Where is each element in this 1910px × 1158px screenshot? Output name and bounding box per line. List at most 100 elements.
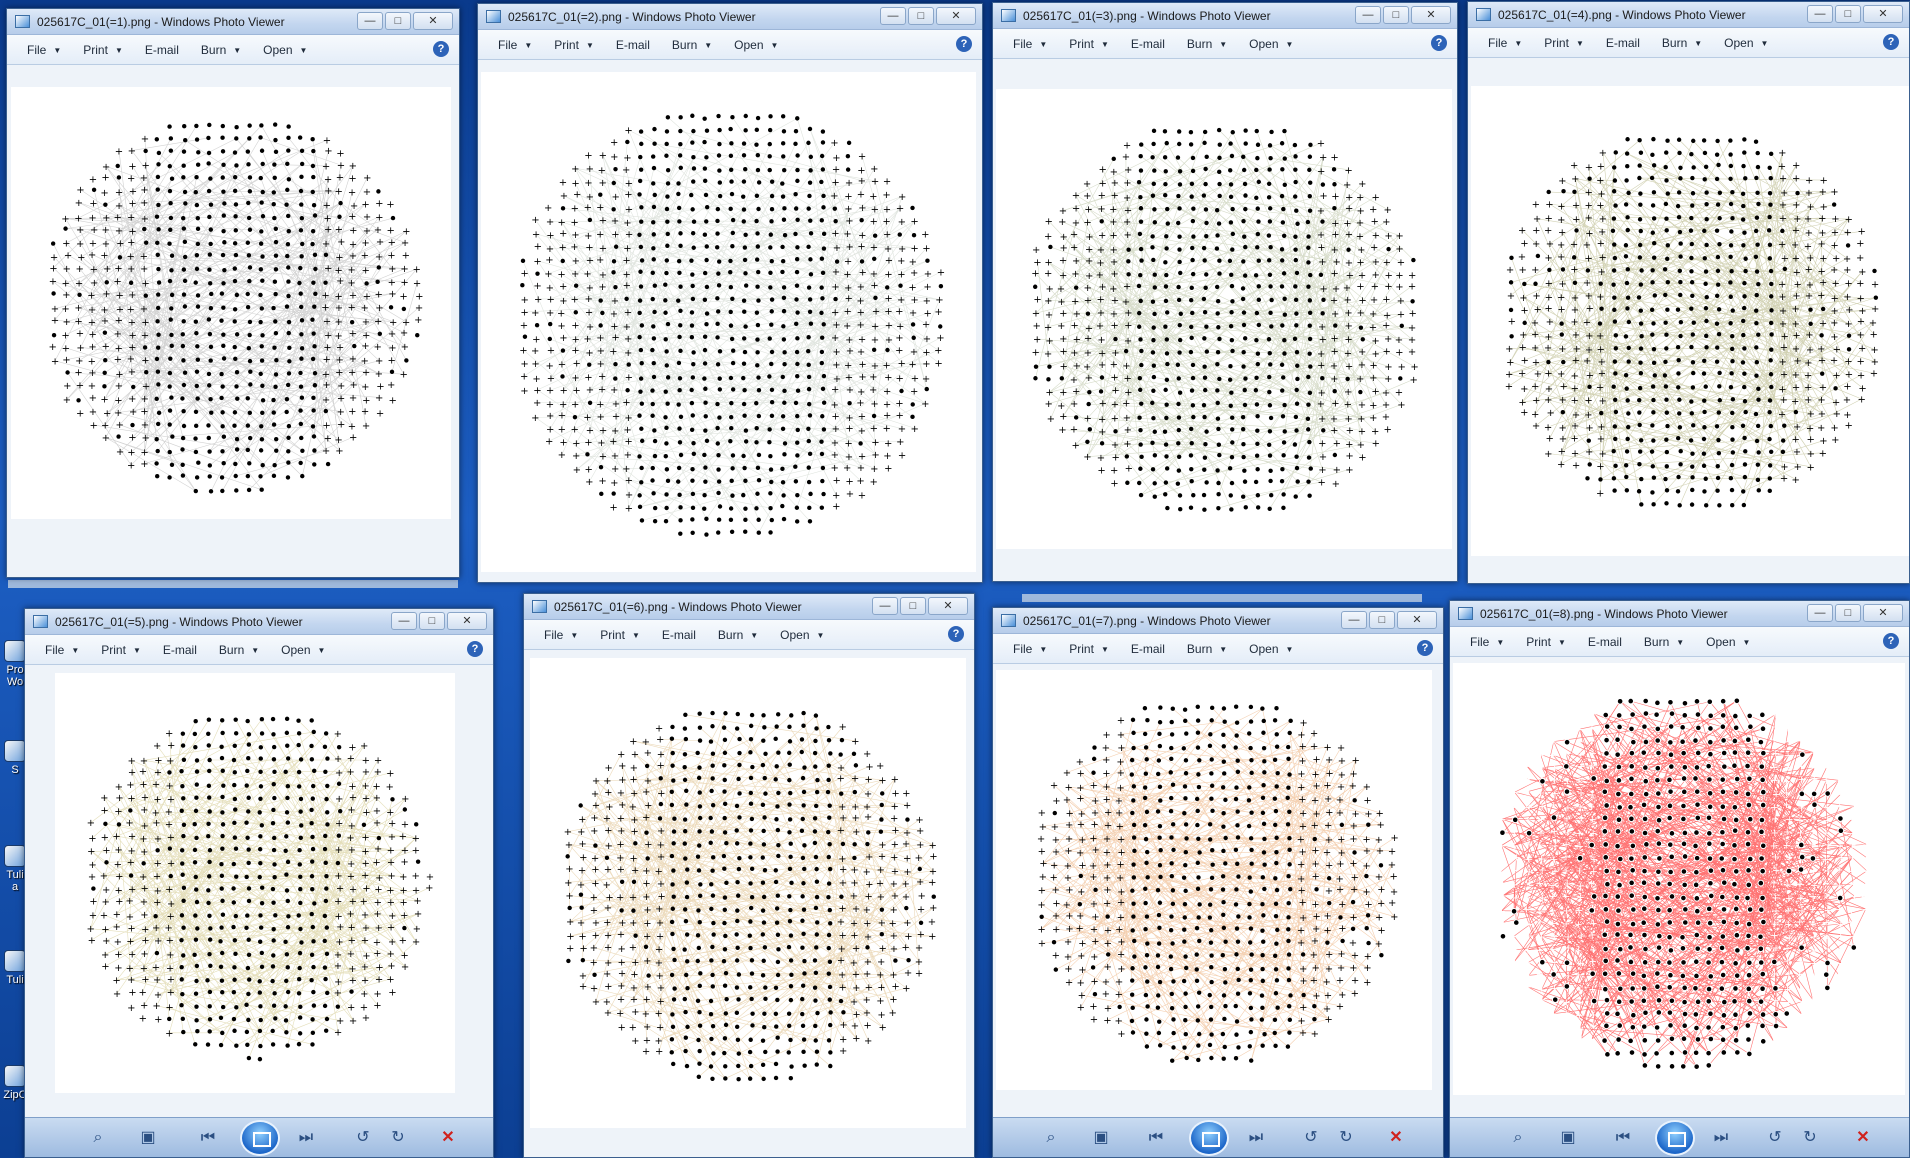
plus-node: + bbox=[90, 225, 98, 236]
maximize-button[interactable]: □ bbox=[385, 12, 411, 30]
help-icon[interactable]: ? bbox=[467, 641, 483, 657]
plus-node: + bbox=[1083, 217, 1091, 228]
open-menu[interactable]: Open ▼ bbox=[724, 38, 790, 52]
dot-node bbox=[1202, 246, 1206, 250]
plus-node: + bbox=[1369, 204, 1377, 215]
plus-node: + bbox=[544, 269, 552, 280]
minimize-button[interactable]: — bbox=[880, 7, 906, 25]
dot-node bbox=[665, 363, 669, 367]
dot-node bbox=[782, 309, 786, 313]
plus-node: + bbox=[116, 304, 124, 315]
help-icon[interactable]: ? bbox=[433, 41, 449, 57]
dot-node bbox=[783, 233, 787, 237]
photo-viewer-window-4[interactable]: 025617C_01(=4).png - Windows Photo Viewe… bbox=[1467, 1, 1910, 584]
plus-node: + bbox=[1571, 174, 1579, 185]
dot-node bbox=[702, 140, 706, 144]
dot-node bbox=[1269, 416, 1273, 420]
dot-node bbox=[1217, 258, 1221, 262]
open-menu[interactable]: Open ▼ bbox=[1239, 37, 1305, 51]
file-menu[interactable]: File ▼ bbox=[1478, 36, 1534, 50]
file-menu[interactable]: File ▼ bbox=[17, 43, 73, 57]
email-button[interactable]: E-mail bbox=[1121, 37, 1177, 51]
photo-viewer-window-3[interactable]: 025617C_01(=3).png - Windows Photo Viewe… bbox=[992, 2, 1458, 582]
plus-node: + bbox=[1343, 283, 1351, 294]
dot-node bbox=[300, 162, 304, 166]
dot-node bbox=[716, 309, 720, 313]
print-menu[interactable]: Print ▼ bbox=[544, 38, 606, 52]
dot-node bbox=[1782, 423, 1786, 427]
burn-menu[interactable]: Burn ▼ bbox=[209, 643, 271, 657]
dot-node bbox=[208, 358, 212, 362]
plus-node: + bbox=[922, 374, 930, 385]
burn-menu[interactable]: Burn ▼ bbox=[1652, 36, 1714, 50]
plus-node: + bbox=[128, 846, 136, 857]
title-bar[interactable]: 025617C_01(=4).png - Windows Photo Viewe… bbox=[1468, 2, 1909, 28]
close-button[interactable]: ✕ bbox=[447, 612, 487, 630]
print-menu[interactable]: Print ▼ bbox=[1059, 37, 1121, 51]
close-button[interactable]: ✕ bbox=[1863, 5, 1903, 23]
minimize-button[interactable]: — bbox=[1807, 5, 1833, 23]
maximize-button[interactable]: □ bbox=[908, 7, 934, 25]
dot-node bbox=[208, 332, 212, 336]
plus-node: + bbox=[1519, 293, 1527, 304]
open-menu[interactable]: Open ▼ bbox=[271, 643, 337, 657]
photo-viewer-window-2[interactable]: 025617C_01(=2).png - Windows Photo Viewe… bbox=[477, 3, 983, 583]
title-bar[interactable]: 025617C_01(=2).png - Windows Photo Viewe… bbox=[478, 4, 982, 30]
email-button[interactable]: E-mail bbox=[606, 38, 662, 52]
title-bar[interactable]: 025617C_01(=3).png - Windows Photo Viewe… bbox=[993, 3, 1457, 29]
close-button[interactable]: ✕ bbox=[936, 7, 976, 25]
file-menu[interactable]: File ▼ bbox=[1003, 37, 1059, 51]
help-icon[interactable]: ? bbox=[956, 36, 972, 52]
dot-node bbox=[1560, 332, 1564, 336]
plus-node: + bbox=[1317, 230, 1325, 241]
help-icon[interactable]: ? bbox=[1431, 35, 1447, 51]
maximize-button[interactable]: □ bbox=[1835, 5, 1861, 23]
minimize-button[interactable]: — bbox=[357, 12, 383, 30]
maximize-button[interactable]: □ bbox=[1383, 6, 1409, 24]
burn-menu[interactable]: Burn ▼ bbox=[662, 38, 724, 52]
plus-node: + bbox=[1410, 362, 1418, 373]
email-button[interactable]: E-mail bbox=[153, 643, 209, 657]
plus-node: + bbox=[1122, 361, 1130, 372]
plus-node: + bbox=[1059, 412, 1067, 423]
file-menu[interactable]: File ▼ bbox=[488, 38, 544, 52]
help-icon[interactable]: ? bbox=[1883, 34, 1899, 50]
maximize-button[interactable]: □ bbox=[419, 612, 445, 630]
close-button[interactable]: ✕ bbox=[1411, 6, 1451, 24]
dot-node bbox=[260, 437, 264, 441]
title-bar[interactable]: 025617C_01(=5).png - Windows Photo Viewe… bbox=[25, 609, 493, 635]
dot-node bbox=[692, 246, 696, 250]
open-menu[interactable]: Open ▼ bbox=[253, 43, 319, 57]
file-menu[interactable]: File ▼ bbox=[35, 643, 91, 657]
print-menu[interactable]: Print ▼ bbox=[73, 43, 135, 57]
dot-node bbox=[1613, 359, 1617, 363]
dot-node bbox=[1306, 480, 1310, 484]
plus-node: + bbox=[76, 264, 84, 275]
photo-viewer-window-5[interactable]: 025617C_01(=5).png - Windows Photo Viewe… bbox=[24, 608, 494, 1158]
plus-node: + bbox=[140, 394, 148, 405]
title-bar[interactable]: 025617C_01(=1).png - Windows Photo Viewe… bbox=[7, 9, 459, 35]
open-menu[interactable]: Open ▼ bbox=[1714, 36, 1780, 50]
burn-menu[interactable]: Burn ▼ bbox=[191, 43, 253, 57]
plus-node: + bbox=[844, 256, 852, 267]
email-button[interactable]: E-mail bbox=[1596, 36, 1652, 50]
dot-node bbox=[1202, 193, 1206, 197]
dot-node bbox=[796, 428, 800, 432]
plus-node: + bbox=[127, 794, 135, 805]
image-area: + + + + + + + + + + + + + + + + + + + + + + + + + + + + + + + + + + + + + + + +… bbox=[993, 59, 1457, 581]
dot-node bbox=[1138, 273, 1142, 277]
plus-node: + bbox=[1792, 370, 1800, 381]
print-menu[interactable]: Print ▼ bbox=[91, 643, 153, 657]
dot-node bbox=[1217, 156, 1221, 160]
dot-node bbox=[1280, 284, 1284, 288]
plus-node: + bbox=[1598, 357, 1606, 368]
minimize-button[interactable]: — bbox=[1355, 6, 1381, 24]
burn-menu[interactable]: Burn ▼ bbox=[1177, 37, 1239, 51]
minimize-button[interactable]: — bbox=[391, 612, 417, 630]
dot-node bbox=[311, 357, 315, 361]
plus-node: + bbox=[1519, 343, 1527, 354]
photo-viewer-window-1[interactable]: 025617C_01(=1).png - Windows Photo Viewe… bbox=[6, 8, 460, 578]
close-button[interactable]: ✕ bbox=[413, 12, 453, 30]
print-menu[interactable]: Print ▼ bbox=[1534, 36, 1596, 50]
email-button[interactable]: E-mail bbox=[135, 43, 191, 57]
